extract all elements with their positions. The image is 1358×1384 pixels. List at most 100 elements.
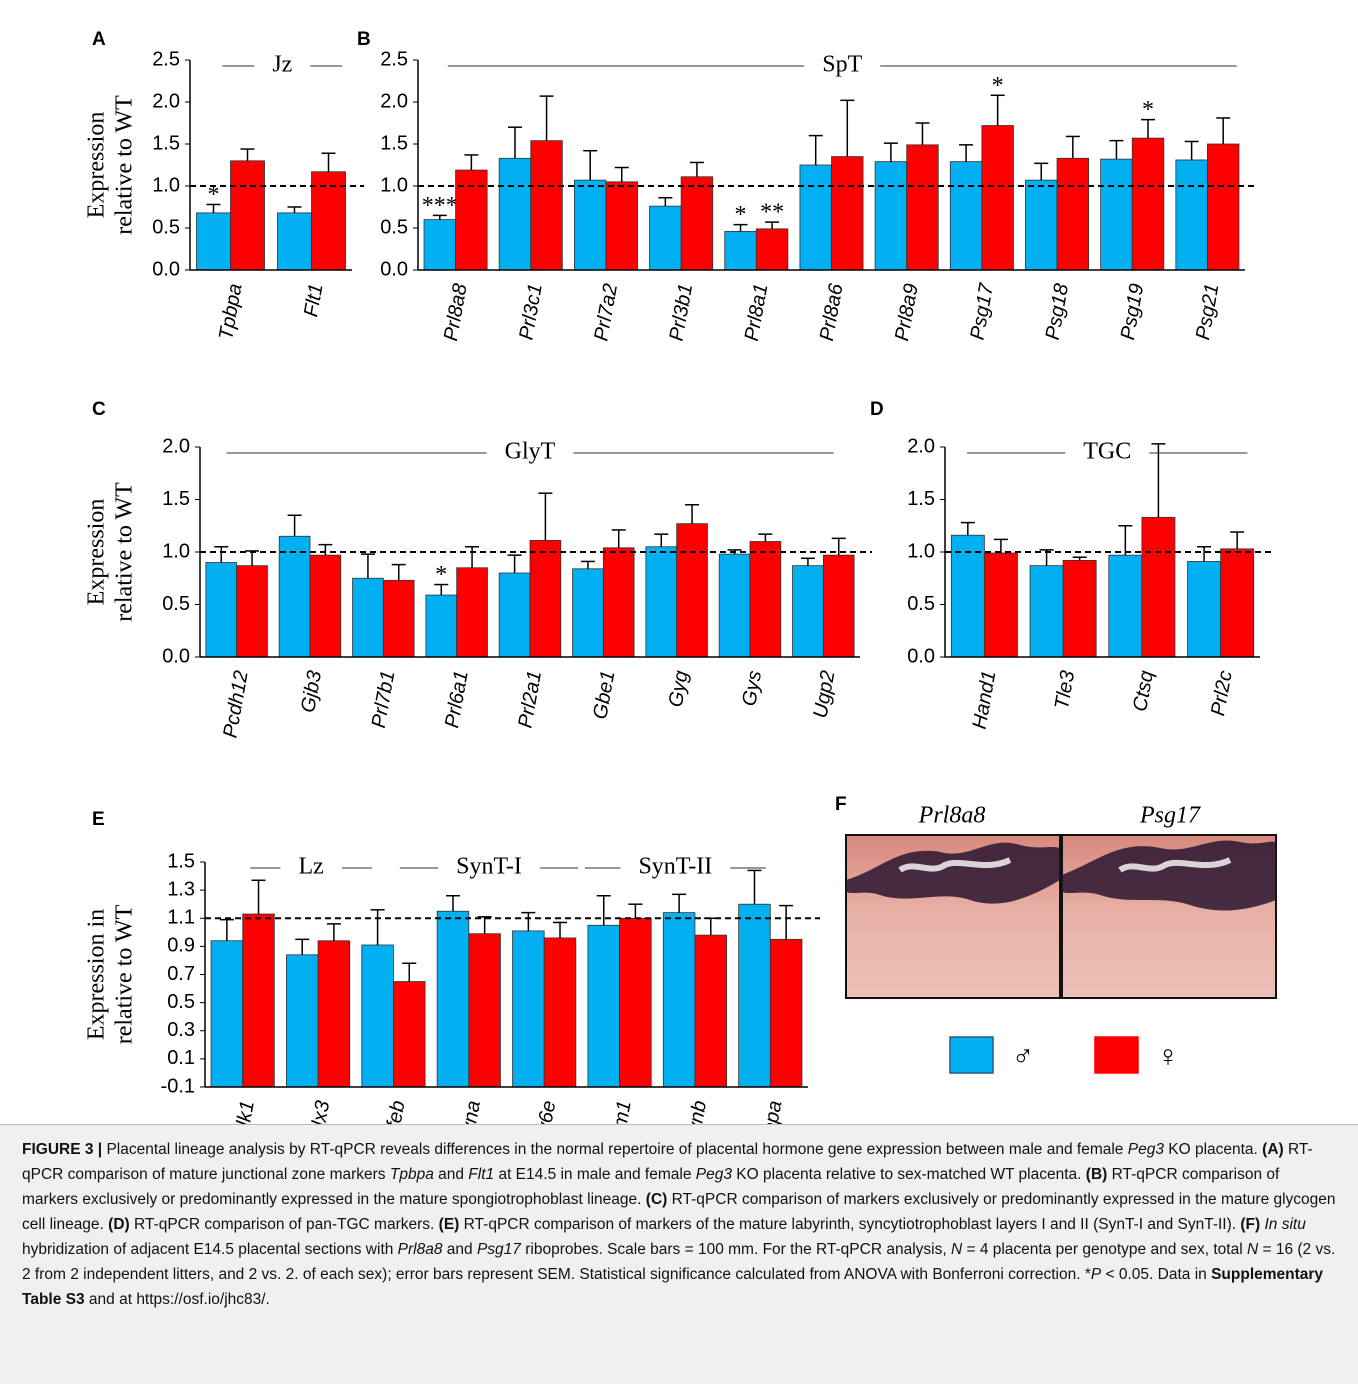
error-bar [959, 145, 973, 162]
y-axis-title: Expression [84, 112, 110, 219]
y-tick-label: 1.5 [162, 488, 190, 510]
legend-label: ♂ [1012, 1040, 1035, 1073]
group-label: Jz [272, 52, 292, 78]
bar [982, 126, 1014, 270]
y-axis-title: relative to WT [112, 904, 138, 1044]
x-tick-label: Prl8a6 [816, 281, 848, 343]
x-tick-label: Prl8a1 [741, 282, 773, 343]
bar [513, 931, 545, 1087]
y-tick-label: 2.0 [152, 90, 180, 112]
bar [739, 904, 771, 1087]
x-tick-label: Prl8a8 [440, 282, 472, 343]
x-tick-label: Gbe1 [589, 669, 619, 721]
y-tick-label: 1.0 [162, 540, 190, 562]
error-bar [465, 547, 479, 568]
x-tick-label: Tfeb [381, 1099, 410, 1124]
group-label: Lz [298, 854, 323, 880]
bar [530, 540, 561, 657]
error-bar [371, 910, 385, 945]
error-bar [464, 155, 478, 170]
x-tick-label: Synb [681, 1099, 711, 1124]
x-tick-label: Tle3 [1051, 669, 1079, 711]
panel-letter: F [835, 794, 847, 815]
x-tick-label: Ctsq [1129, 669, 1158, 713]
bar [1109, 555, 1142, 657]
bar [424, 220, 456, 270]
error-bar [961, 523, 975, 536]
x-tick-label: Gjb3 [297, 669, 326, 714]
error-bar [801, 558, 815, 565]
y-tick-label: 0.5 [167, 991, 195, 1013]
bar [469, 934, 501, 1087]
caption-text: Peg3 [1128, 1141, 1164, 1158]
y-tick-label: 0.5 [162, 593, 190, 615]
bar [1188, 561, 1221, 657]
bar [426, 595, 457, 657]
error-bar [779, 906, 793, 940]
significance-mark: *** [422, 193, 458, 219]
legend-label: ♀ [1157, 1040, 1180, 1073]
significance-mark: ** [760, 200, 784, 226]
bar [499, 158, 531, 270]
x-tick-label: Flk1 [231, 1099, 259, 1124]
bar [800, 165, 832, 270]
significance-mark: * [435, 562, 447, 588]
error-bar [318, 545, 332, 556]
group-label: SynT-I [456, 854, 522, 880]
y-tick-label: 2.0 [907, 435, 935, 457]
bar [793, 566, 824, 657]
significance-mark: * [735, 202, 747, 228]
bar [457, 568, 488, 657]
image-label: Psg17 [1139, 803, 1201, 829]
panel-letter: D [870, 399, 884, 420]
bar [499, 573, 530, 657]
bar [1063, 560, 1096, 657]
panel-letter: A [92, 29, 106, 50]
x-tick-label: Prl8a9 [891, 282, 923, 343]
y-tick-label: 0.1 [167, 1047, 195, 1069]
error-bar [758, 534, 772, 541]
y-tick-label: 0.0 [380, 258, 408, 280]
caption-text: P [1091, 1266, 1101, 1283]
bar [770, 939, 802, 1087]
error-bar [1197, 547, 1211, 562]
bar [719, 554, 750, 657]
bar [1221, 549, 1254, 657]
caption-text: RT-qPCR comparison of pan-TGC markers. [130, 1216, 439, 1233]
bar [237, 566, 268, 657]
bar [362, 945, 394, 1087]
bar [574, 180, 606, 270]
error-bar [1151, 444, 1165, 517]
bar [823, 555, 854, 657]
error-bar [478, 917, 492, 934]
panel-letter: B [357, 29, 371, 50]
x-tick-label: Syna [455, 1099, 485, 1124]
error-bar [1109, 141, 1123, 159]
page: F Prl8a8 Psg17 AExpressionrelative to WT… [0, 0, 1358, 1384]
y-axis-title: relative to WT [112, 95, 138, 235]
bar [603, 548, 634, 657]
error-bar [672, 894, 686, 912]
caption-text: hybridization of adjacent E14.5 placenta… [22, 1241, 398, 1258]
x-tick-label: Ly6e [531, 1099, 560, 1124]
bar [206, 563, 237, 658]
bar [231, 161, 265, 270]
bar [353, 578, 384, 657]
error-bar [322, 153, 336, 171]
y-tick-label: 0.0 [907, 645, 935, 667]
x-tick-label: Hand1 [969, 669, 1001, 731]
error-bar [241, 149, 255, 161]
y-axis-title: relative to WT [112, 482, 138, 622]
bar [310, 555, 341, 657]
y-tick-label: 0.0 [152, 258, 180, 280]
bar [1132, 138, 1164, 270]
bar [544, 938, 576, 1087]
x-tick-label: Cebpa [755, 1099, 787, 1124]
x-tick-label: Tpbpa [215, 282, 247, 342]
error-bar [1066, 136, 1080, 158]
y-tick-label: 2.5 [152, 48, 180, 70]
bar [1030, 566, 1063, 657]
error-bar [392, 565, 406, 581]
error-bar [446, 896, 460, 911]
error-bar [1034, 163, 1048, 180]
